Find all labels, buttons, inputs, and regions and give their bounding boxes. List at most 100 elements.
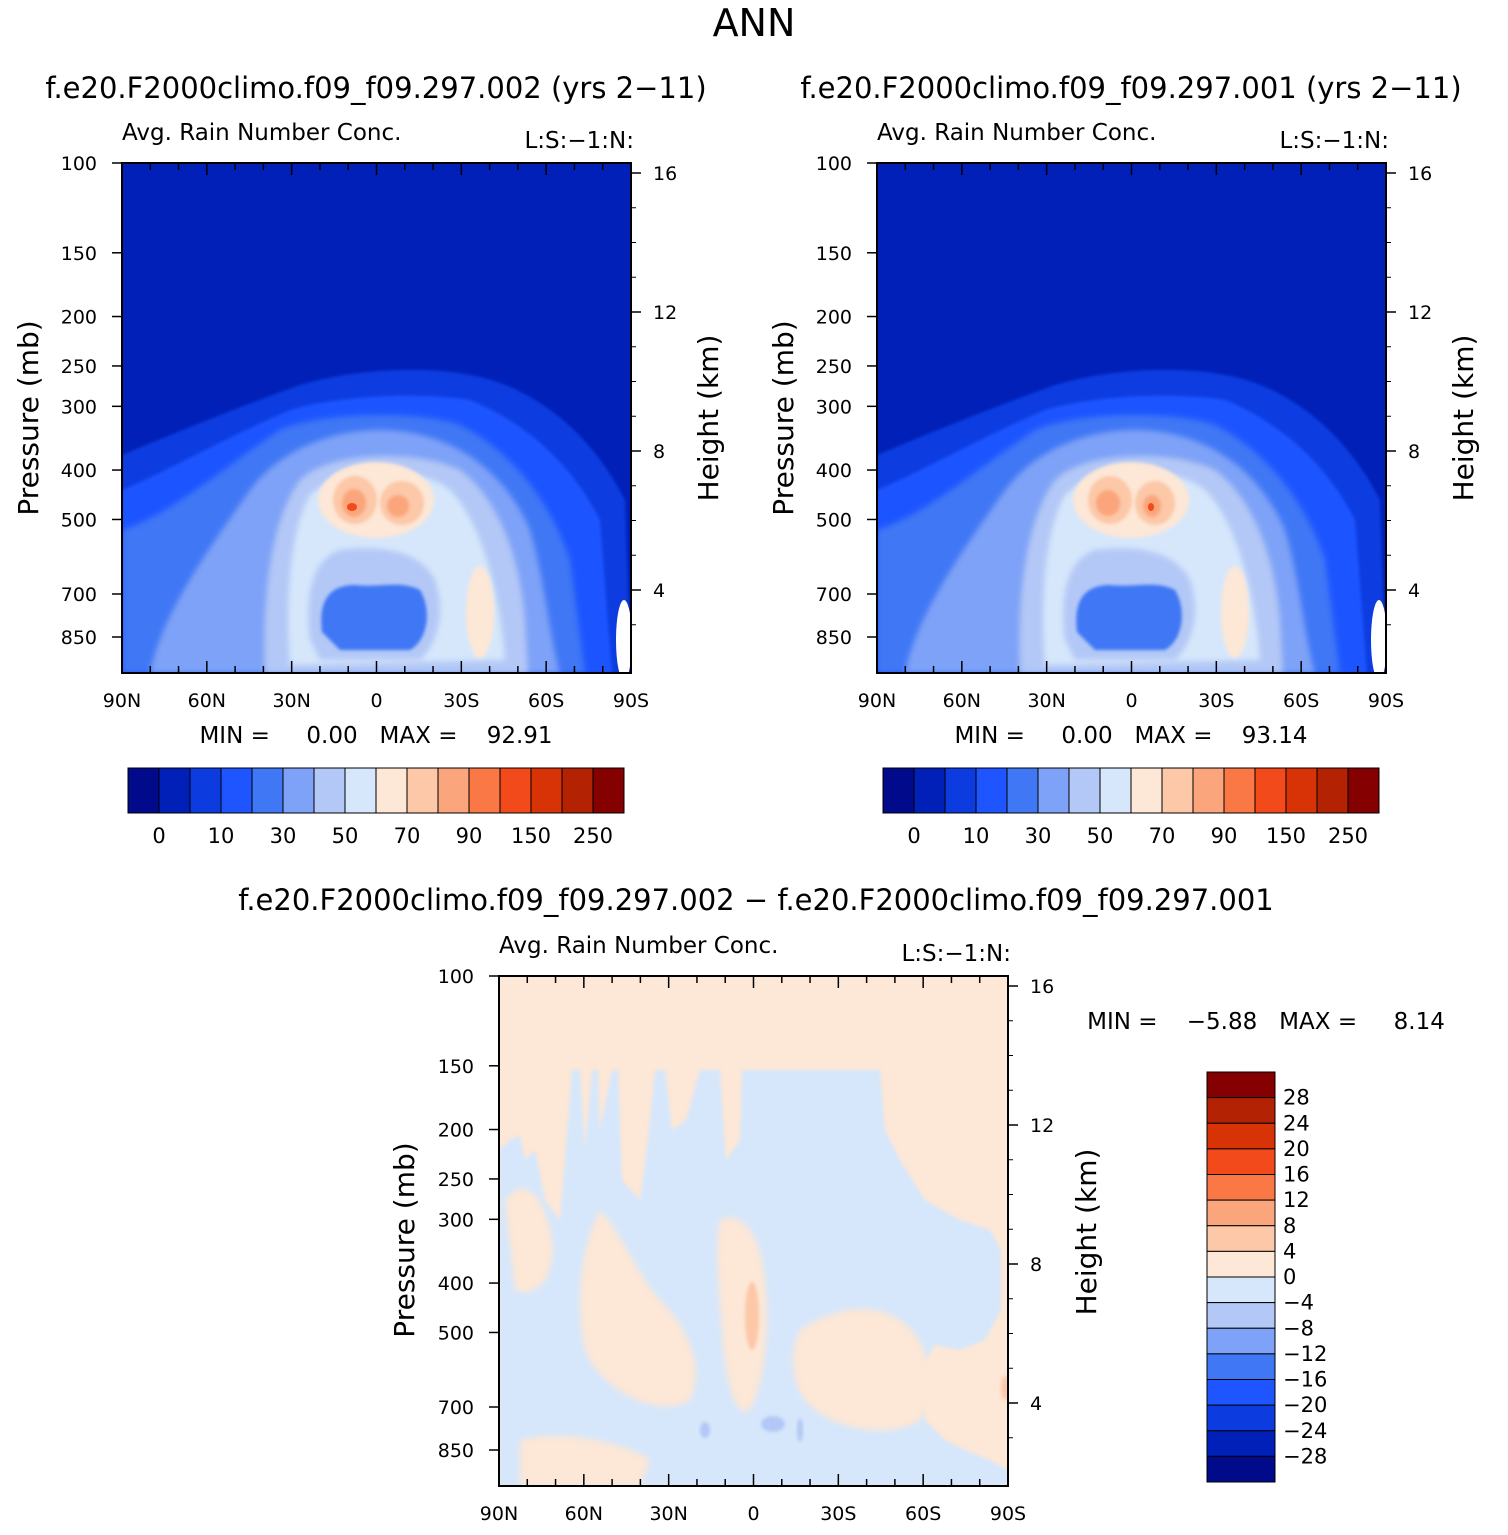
- y-tick-label: 500: [61, 509, 97, 531]
- axis-ticks: 90N 60N 30N 0 30S 60S 90S 100 150 200 250 300 400 500…: [61, 153, 677, 712]
- panel-title: f.e20.F2000climo.f09_f09.297.001 (yrs 2−…: [800, 71, 1461, 105]
- colorbar-label: 50: [1087, 824, 1114, 848]
- y-tick-label: 400: [438, 1273, 474, 1295]
- level-label: L:S:−1:N:: [901, 941, 1011, 967]
- x-tick-label: 0: [1125, 690, 1137, 712]
- y-tick-label: 850: [816, 627, 852, 649]
- panel-case-002: f.e20.F2000climo.f09_f09.297.002 (yrs 2−…: [12, 71, 725, 848]
- colorbar-label: 16: [1283, 1163, 1310, 1187]
- contour-band: [342, 489, 366, 517]
- x-tick-label: 90S: [613, 690, 649, 712]
- colorbar-box: [1068, 767, 1101, 814]
- colorbar-box: [437, 767, 470, 814]
- field-contours: [877, 163, 1386, 673]
- contour-band: [761, 1416, 785, 1432]
- y-right-tick-label: 4: [1030, 1393, 1042, 1415]
- y-tick-label: 150: [438, 1056, 474, 1078]
- axis-ticks: 90N 60N 30N 0 30S 60S 90S 100 150 200 250 300 400 500…: [438, 966, 1054, 1525]
- colorbar-label: −4: [1283, 1291, 1314, 1315]
- panel-subtitle: Avg. Rain Number Conc.: [499, 933, 778, 959]
- y-axis-label: Pressure (mb): [388, 1142, 421, 1337]
- contour-band: [1148, 503, 1154, 511]
- y-tick-label: 300: [61, 396, 97, 418]
- y-axis-right-label: Height (km): [1070, 1149, 1103, 1316]
- panel-subtitle: Avg. Rain Number Conc.: [877, 120, 1156, 146]
- season-title: ANN: [713, 1, 796, 45]
- level-label: L:S:−1:N:: [1279, 128, 1389, 154]
- contour-band: [797, 1418, 803, 1442]
- y-tick-label: 850: [438, 1440, 474, 1462]
- colorbar-box: [1206, 1225, 1276, 1252]
- colorbar-box: [1206, 1379, 1276, 1406]
- y-tick-label: 700: [438, 1397, 474, 1419]
- colorbar-box: [1006, 767, 1039, 814]
- y-tick-label: 100: [438, 966, 474, 988]
- colorbar-box: [1130, 767, 1163, 814]
- contour-band: [387, 495, 409, 517]
- colorbar-box: [1347, 767, 1380, 814]
- colorbar-box: [882, 767, 915, 814]
- colorbar: 0 10 30 50 70 90 150 250: [127, 767, 625, 848]
- colorbar-box: [1206, 1148, 1276, 1175]
- colorbar-box: [313, 767, 346, 814]
- y-axis-right-label: Height (km): [692, 335, 725, 502]
- contour-band: [745, 1282, 759, 1350]
- colorbar-label: 24: [1283, 1111, 1310, 1135]
- colorbar-box: [1206, 1097, 1276, 1124]
- y-tick-label: 250: [438, 1169, 474, 1191]
- x-tick-label: 60N: [188, 690, 226, 712]
- x-tick-label: 90S: [990, 1503, 1026, 1525]
- colorbar-box: [251, 767, 284, 814]
- y-tick-label: 300: [816, 396, 852, 418]
- colorbar-label: 90: [456, 824, 483, 848]
- colorbar-label: −16: [1283, 1368, 1327, 1392]
- panel-subtitle: Avg. Rain Number Conc.: [122, 120, 401, 146]
- x-tick-label: 60S: [528, 690, 564, 712]
- difference-title: f.e20.F2000climo.f09_f09.297.002 − f.e20…: [238, 883, 1274, 917]
- x-tick-label: 60N: [943, 690, 981, 712]
- colorbar-label: 10: [963, 824, 990, 848]
- colorbar-label: 20: [1283, 1137, 1310, 1161]
- y-right-tick-label: 16: [653, 163, 677, 185]
- y-tick-label: 200: [816, 307, 852, 329]
- colorbar-label: 12: [1283, 1188, 1310, 1212]
- contour-band: [616, 600, 631, 673]
- x-tick-label: 90S: [1368, 690, 1404, 712]
- axis-ticks: 90N 60N 30N 0 30S 60S 90S 100 150 200 250 300 400 500…: [816, 153, 1432, 712]
- x-tick-label: 60S: [905, 1503, 941, 1525]
- x-tick-label: 30S: [443, 690, 479, 712]
- x-tick-label: 30N: [649, 1503, 687, 1525]
- colorbar-box: [189, 767, 222, 814]
- x-tick-label: 0: [747, 1503, 759, 1525]
- colorbar-label: 250: [1328, 824, 1368, 848]
- colorbar-box: [1285, 767, 1318, 814]
- min-max-text: MIN = 0.00 MAX = 92.91: [199, 723, 552, 749]
- colorbar-box: [127, 767, 160, 814]
- y-tick-label: 150: [61, 243, 97, 265]
- y-tick-label: 100: [816, 153, 852, 175]
- contour-band: [1001, 1376, 1008, 1400]
- min-max-text: MIN = 0.00 MAX = 93.14: [954, 723, 1307, 749]
- y-tick-label: 400: [61, 460, 97, 482]
- x-tick-label: 90N: [858, 690, 896, 712]
- x-tick-label: 30S: [820, 1503, 856, 1525]
- colorbar-box: [1206, 1404, 1276, 1432]
- colorbar-label: 0: [907, 824, 920, 848]
- y-right-tick-label: 8: [1030, 1254, 1042, 1276]
- y-tick-label: 400: [816, 460, 852, 482]
- colorbar-box: [1316, 767, 1349, 814]
- y-axis-label: Pressure (mb): [767, 320, 800, 515]
- y-right-tick-label: 4: [653, 580, 665, 602]
- panel-title: f.e20.F2000climo.f09_f09.297.002 (yrs 2−…: [45, 71, 706, 105]
- colorbar-box: [1099, 767, 1132, 814]
- colorbar-label: 0: [152, 824, 165, 848]
- colorbar: 0 10 30 50 70 90 150 250: [882, 767, 1380, 848]
- colorbar-label: 8: [1283, 1214, 1296, 1238]
- y-tick-label: 500: [438, 1322, 474, 1344]
- panel-case-001: f.e20.F2000climo.f09_f09.297.001 (yrs 2−…: [767, 71, 1480, 848]
- colorbar-box: [220, 767, 253, 814]
- contour-band: [520, 1436, 650, 1486]
- colorbar-box: [1192, 767, 1225, 814]
